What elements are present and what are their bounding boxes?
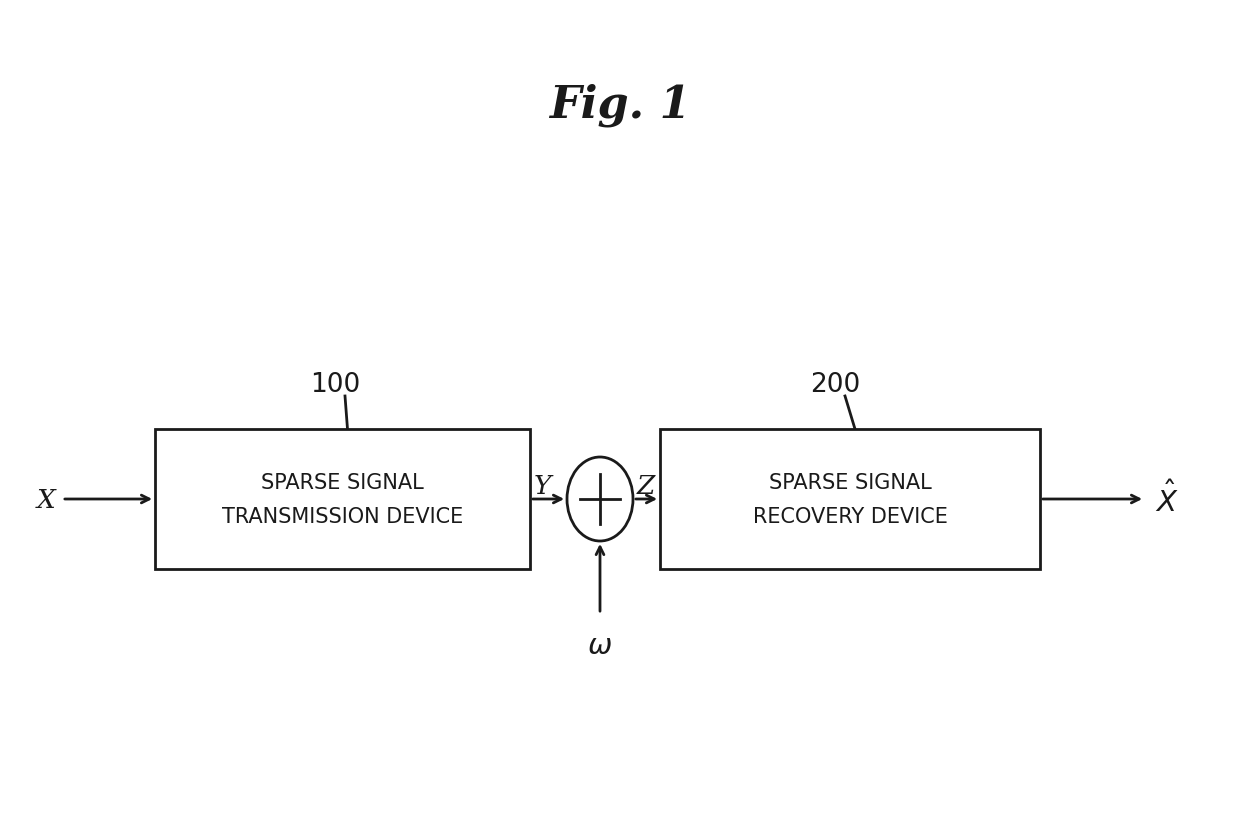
Text: $\omega$: $\omega$	[588, 631, 613, 660]
Text: RECOVERY DEVICE: RECOVERY DEVICE	[753, 506, 947, 526]
Text: TRANSMISSION DEVICE: TRANSMISSION DEVICE	[222, 506, 463, 526]
Bar	[155, 430, 529, 569]
Bar	[660, 430, 1040, 569]
Text: X: X	[36, 487, 55, 512]
Ellipse shape	[567, 457, 632, 542]
Text: Z: Z	[637, 473, 656, 498]
Text: SPARSE SIGNAL: SPARSE SIGNAL	[769, 472, 931, 492]
Text: Y: Y	[534, 473, 552, 498]
Text: $\hat{X}$: $\hat{X}$	[1154, 482, 1179, 517]
Text: 200: 200	[810, 371, 861, 398]
Text: SPARSE SIGNAL: SPARSE SIGNAL	[262, 472, 424, 492]
Text: Fig. 1: Fig. 1	[549, 83, 691, 126]
Text: 100: 100	[310, 371, 360, 398]
